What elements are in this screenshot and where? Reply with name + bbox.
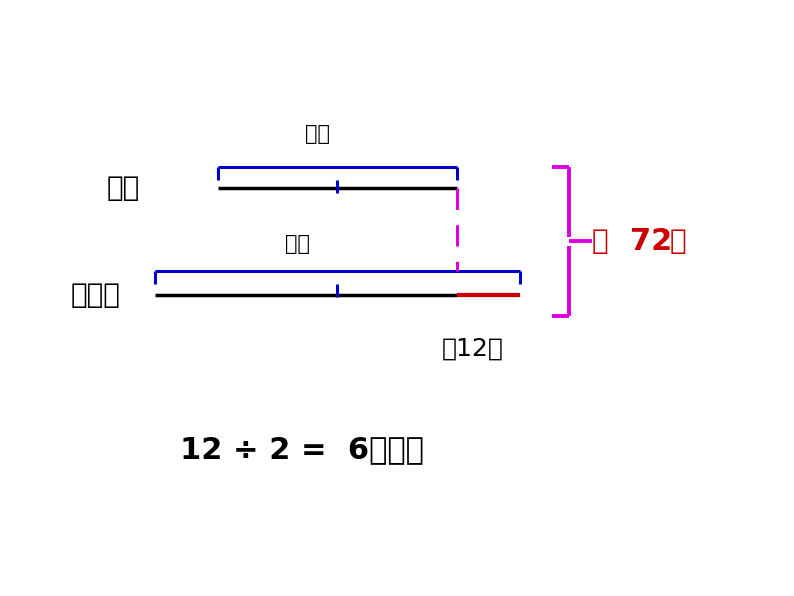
Text: 铁头: 铁头 xyxy=(106,174,140,201)
Text: 朵: 朵 xyxy=(669,228,686,255)
Text: 共: 共 xyxy=(592,228,617,255)
Text: ？朵: ？朵 xyxy=(285,234,310,254)
Text: ？朵: ？朵 xyxy=(305,124,330,144)
Text: 72: 72 xyxy=(630,227,672,256)
Text: 12 ÷ 2 =  6（朵）: 12 ÷ 2 = 6（朵） xyxy=(179,436,424,464)
Text: 姜小牙: 姜小牙 xyxy=(71,281,120,309)
Text: 多12朵: 多12朵 xyxy=(441,337,503,361)
